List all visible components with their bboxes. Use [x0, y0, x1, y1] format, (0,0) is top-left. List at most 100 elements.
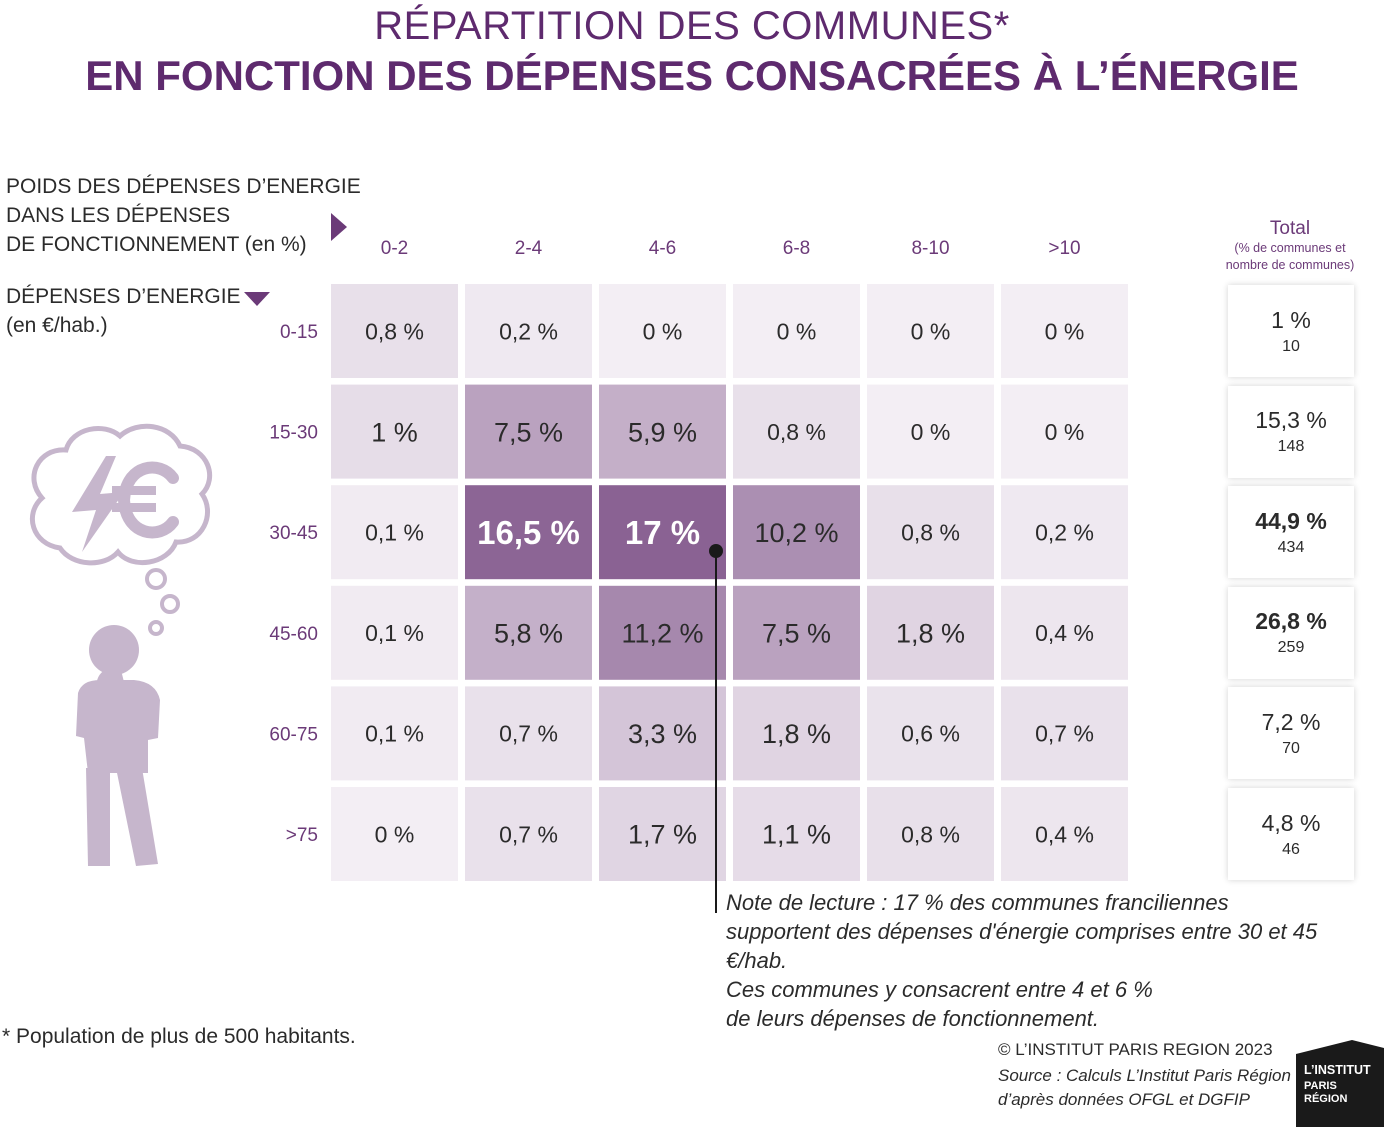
total-count: 434 — [1277, 538, 1305, 556]
heatmap-cell — [465, 585, 592, 680]
cell-value-label: 7,5 % — [494, 417, 563, 447]
total-percent: 4,8 % — [1261, 809, 1321, 836]
total-box: 15,3 % 148 — [1228, 385, 1354, 478]
cell-value-label: 0,8 % — [901, 821, 960, 847]
total-count: 148 — [1277, 438, 1305, 456]
heatmap-cell — [733, 787, 860, 881]
title-line-1: RÉPARTITION DES COMMUNES* — [374, 4, 1010, 48]
row-header: 15-30 — [269, 423, 318, 444]
reading-note-line: Note de lecture : 17 % des communes fran… — [726, 890, 1229, 915]
heatmap-cell — [331, 384, 458, 479]
vertical-axis-label-line: DÉPENSES D’ENERGIE — [6, 285, 241, 308]
person-icon — [76, 625, 160, 866]
row-header: 60-75 — [269, 724, 318, 745]
cell-value-label: 1,8 % — [762, 719, 831, 749]
cell-value-label: 0,1 % — [365, 721, 424, 747]
heatmap-cell — [733, 686, 860, 781]
thought-dot-icon — [148, 620, 164, 636]
institut-paris-region-logo: L’INSTITUT PARIS RÉGION — [1296, 1040, 1384, 1127]
cell-value-label: 0 % — [643, 318, 683, 344]
total-box: 4,8 % 46 — [1228, 788, 1354, 880]
cell-value-label: 0,8 % — [901, 519, 960, 545]
heatmap-cell — [733, 384, 860, 479]
cell-value-label: 3,3 % — [628, 719, 697, 749]
thinking-person-euro-illustration — [29, 423, 213, 866]
horizontal-axis-label-line: DANS LES DÉPENSES — [6, 204, 231, 227]
heatmap-cell — [599, 686, 726, 781]
heatmap-cell — [1001, 384, 1128, 479]
total-box: 26,8 % 259 — [1228, 586, 1354, 679]
total-box: 7,2 % 70 — [1228, 687, 1354, 780]
column-header: 6-8 — [783, 238, 810, 259]
source-line: Source : Calculs L’Institut Paris Région — [998, 1066, 1291, 1085]
total-percent: 44,9 % — [1255, 507, 1327, 534]
cell-value-label: 0,7 % — [499, 721, 558, 747]
heatmap-cell — [1001, 284, 1128, 378]
cell-value-label: 0 % — [375, 821, 415, 847]
cell-value-label: 0,8 % — [365, 318, 424, 344]
row-header: 45-60 — [269, 624, 318, 645]
heatmap-cell — [867, 787, 994, 881]
cell-value-label: 5,8 % — [494, 619, 563, 649]
heatmap-cell — [465, 485, 592, 580]
total-count: 46 — [1282, 840, 1300, 858]
title-line-2: EN FONCTION DES DÉPENSES CONSACRÉES À L’… — [85, 52, 1299, 99]
vertical-axis-label: DÉPENSES D’ENERGIE (en €/hab.) — [6, 282, 241, 340]
heatmap-cell — [1001, 787, 1128, 881]
heatmap-cell — [599, 485, 726, 580]
cell-value-label: 0,2 % — [1035, 519, 1094, 545]
reading-note: Note de lecture : 17 % des communes fran… — [726, 888, 1384, 1033]
lightning-bolt-icon — [72, 456, 124, 552]
cell-value-label: 1,7 % — [628, 820, 697, 850]
total-count: 70 — [1282, 739, 1300, 757]
total-subtitle-line: nombre de communes) — [1225, 258, 1355, 272]
total-subtitle: (% de communes et nombre de communes) — [1216, 240, 1364, 274]
reading-note-line: Ces communes y consacrent entre 4 et 6 % — [726, 977, 1153, 1002]
horizontal-axis-label: POIDS DES DÉPENSES D’ENERGIE DANS LES DÉ… — [6, 172, 361, 259]
total-title: Total — [1269, 218, 1311, 239]
copyright: © L’INSTITUT PARIS REGION 2023 — [998, 1040, 1273, 1059]
heatmap-cell — [599, 284, 726, 378]
heatmap-cell — [465, 384, 592, 479]
cell-value-label: 0 % — [1045, 419, 1085, 445]
heatmap-cell — [867, 284, 994, 378]
total-percent: 7,2 % — [1261, 708, 1321, 735]
vertical-axis-label-line: (en €/hab.) — [6, 314, 108, 337]
heatmap-cell — [331, 585, 458, 680]
column-header: >10 — [1048, 238, 1080, 259]
row-header: >75 — [286, 825, 318, 846]
cell-value-label: 0 % — [911, 419, 951, 445]
cell-value-label: 0,4 % — [1035, 821, 1094, 847]
reading-note-line: de leurs dépenses de fonctionnement. — [726, 1006, 1100, 1031]
heatmap-cell — [465, 284, 592, 378]
column-header: 0-2 — [381, 238, 408, 259]
cell-value-label: 11,2 % — [621, 619, 703, 649]
total-percent: 15,3 % — [1255, 407, 1327, 434]
cell-value-label: 0 % — [911, 318, 951, 344]
total-percent: 26,8 % — [1255, 608, 1327, 635]
total-count: 259 — [1277, 639, 1305, 657]
heatmap-cell — [331, 284, 458, 378]
row-header: 0-15 — [280, 322, 318, 343]
cell-value-label: 0,2 % — [499, 318, 558, 344]
total-percent: 1 % — [1271, 306, 1311, 333]
reading-note-line: supportent des dépenses d'énergie compri… — [726, 919, 1318, 973]
heatmap-cell — [867, 686, 994, 781]
heatmap-cell — [599, 384, 726, 479]
heatmap-cell — [867, 384, 994, 479]
row-header: 30-45 — [269, 523, 318, 544]
heatmap-cell — [1001, 585, 1128, 680]
cell-value-label: 0 % — [1045, 318, 1085, 344]
thought-dot-icon — [160, 594, 180, 614]
total-box: 44,9 % 434 — [1228, 486, 1354, 579]
horizontal-axis-label-line: DE FONCTIONNEMENT (en %) — [6, 233, 307, 256]
source-line: d’après données OFGL et DGFIP — [998, 1090, 1250, 1109]
cell-value-label: 0,1 % — [365, 519, 424, 545]
euro-icon — [112, 461, 179, 539]
heatmap-cell — [331, 485, 458, 580]
thought-dot-icon — [145, 568, 167, 590]
svg-text:RÉGION: RÉGION — [1304, 1092, 1347, 1105]
heatmap-cell — [465, 787, 592, 881]
triangle-down-icon — [244, 292, 270, 306]
cell-value-label: 1 % — [371, 417, 418, 447]
